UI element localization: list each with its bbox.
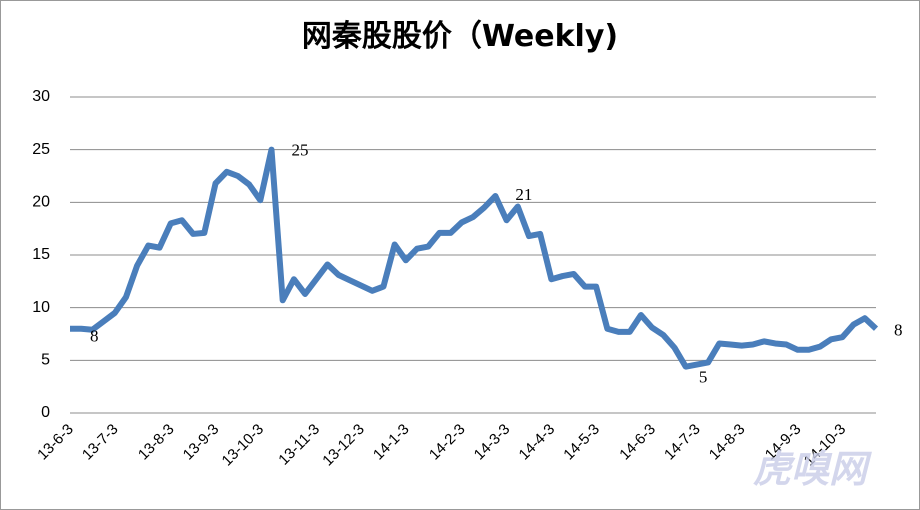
- data-label: 5: [699, 367, 708, 386]
- data-label: 8: [894, 321, 903, 340]
- y-tick-label: 20: [32, 194, 50, 211]
- y-tick-label: 15: [32, 246, 50, 263]
- data-label: 8: [90, 327, 99, 346]
- data-label: 25: [292, 141, 309, 160]
- watermark: 虎嗅网: [753, 447, 872, 491]
- y-tick-label: 30: [32, 88, 50, 105]
- y-tick-label: 10: [32, 299, 50, 316]
- y-tick-label: 25: [32, 141, 50, 158]
- chart-title: 网秦股股价（Weekly): [302, 19, 618, 54]
- line: [70, 146, 879, 370]
- data-label: 21: [515, 185, 532, 204]
- y-tick-label: 5: [41, 352, 50, 369]
- y-tick-label: 0: [41, 404, 50, 421]
